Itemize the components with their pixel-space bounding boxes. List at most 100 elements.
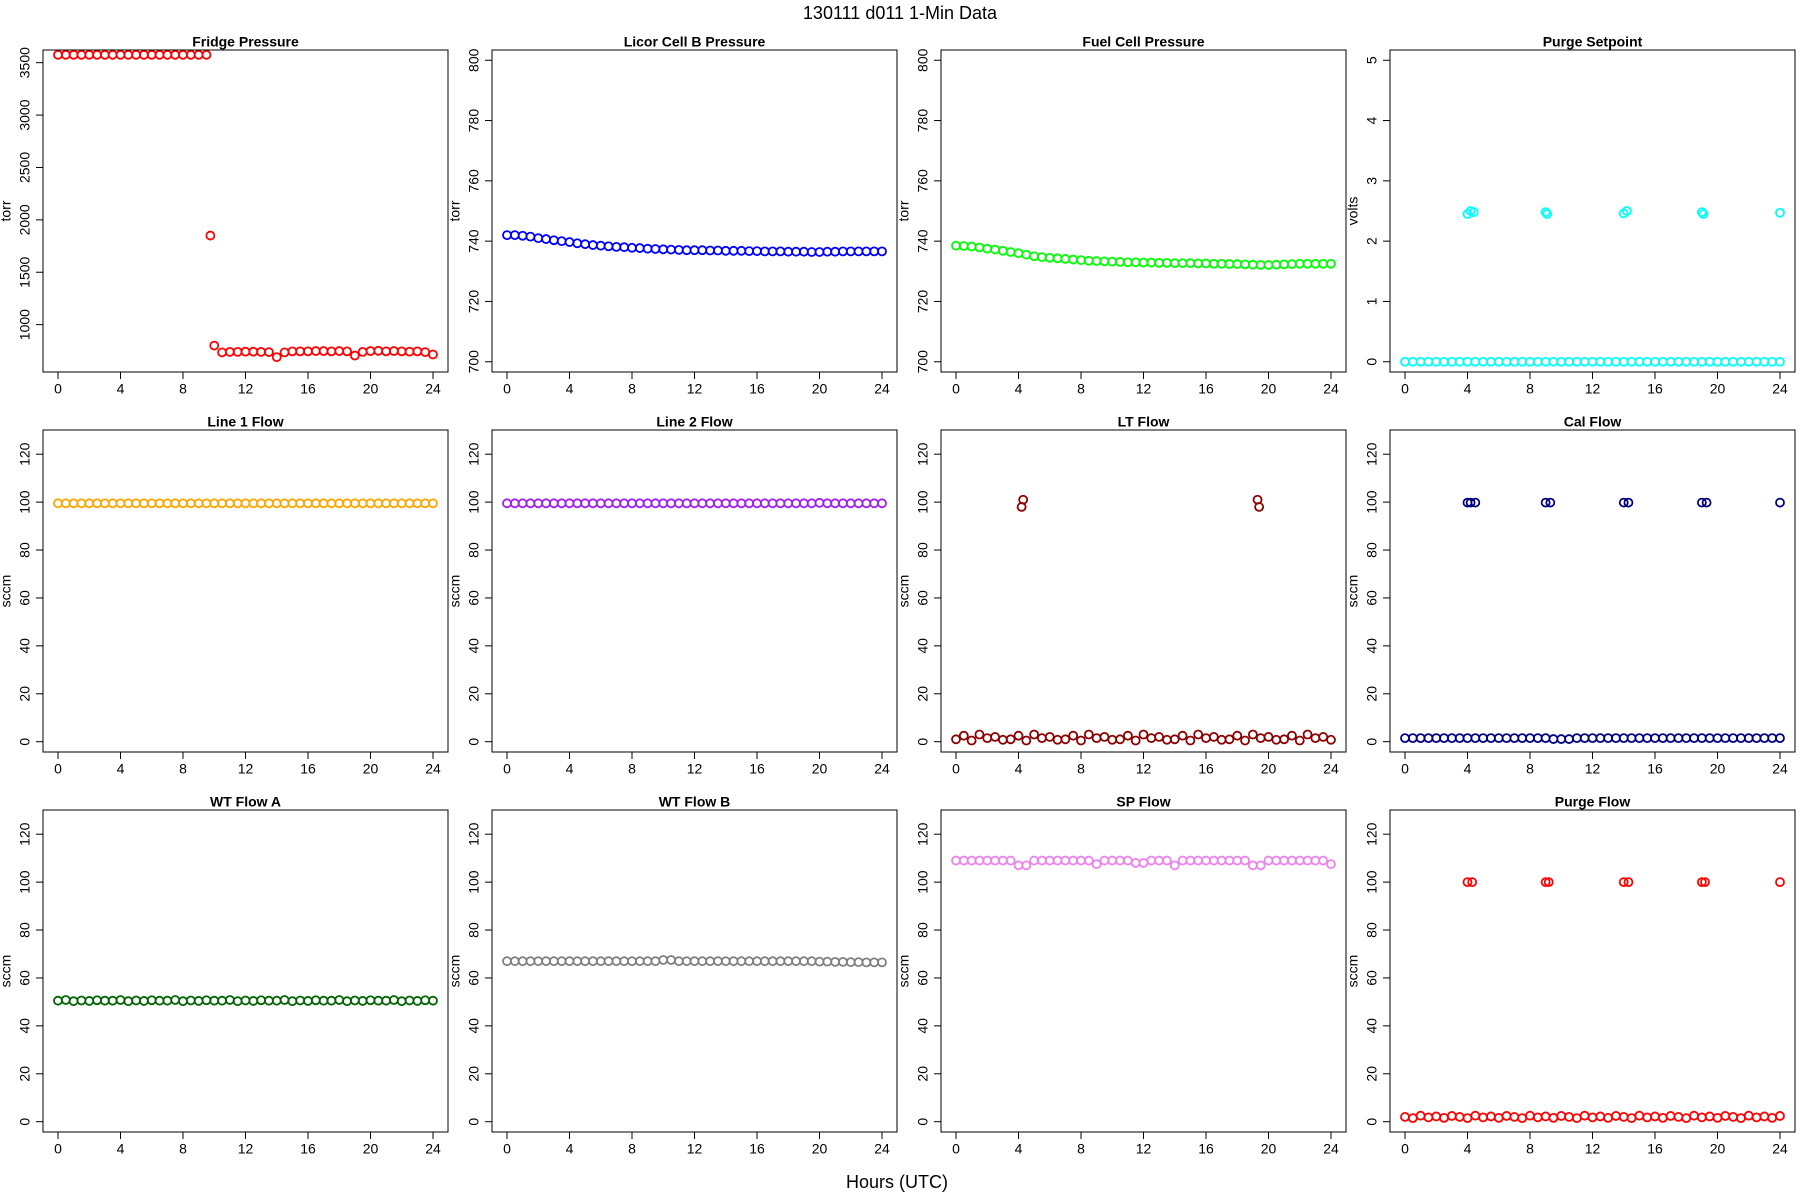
y-tick-label: 80 [17, 922, 33, 938]
point [1060, 734, 1071, 745]
plot-frame [940, 809, 1347, 1133]
point [1029, 729, 1040, 740]
x-tick-label: 4 [1015, 761, 1023, 777]
y-tick-label: 0 [1364, 1118, 1380, 1126]
y-axis-label: sccm [896, 955, 912, 988]
point [342, 346, 352, 357]
point [966, 735, 977, 746]
y-tick-label: 80 [17, 542, 33, 558]
point [1467, 877, 1478, 888]
panel-title: WT Flow A [210, 794, 281, 810]
x-tick-label: 8 [179, 381, 187, 397]
y-tick-label: 20 [466, 1066, 482, 1082]
point [1013, 730, 1024, 741]
x-tick-label: 16 [1198, 1141, 1214, 1157]
y-tick-label: 60 [466, 590, 482, 606]
x-tick-label: 0 [952, 761, 960, 777]
y-tick-label: 0 [1364, 738, 1380, 746]
y-tick-label: 80 [915, 922, 931, 938]
point [1618, 877, 1629, 888]
x-tick-label: 0 [952, 1141, 960, 1157]
point [1700, 877, 1710, 888]
plot-frame [940, 49, 1347, 373]
point [1021, 735, 1032, 746]
panel-title: SP Flow [1116, 794, 1170, 810]
x-tick-label: 8 [1077, 381, 1085, 397]
panel: Fridge Pressure torr 0 4 8 12 16 20 24 1000 1500 20… [0, 34, 449, 397]
point [1543, 877, 1554, 888]
point [877, 246, 887, 257]
plot-frame [940, 429, 1347, 753]
y-tick-label: 2 [1364, 237, 1380, 245]
point [1255, 860, 1266, 871]
x-tick-label: 8 [628, 381, 636, 397]
point [1302, 729, 1313, 740]
y-tick-label: 4 [1364, 116, 1380, 124]
panel-title: WT Flow B [659, 794, 731, 810]
plot-frame [42, 429, 449, 753]
x-tick-label: 20 [812, 381, 828, 397]
x-tick-label: 4 [1464, 761, 1472, 777]
point [428, 995, 438, 1006]
point [1623, 497, 1634, 508]
panel-title: Purge Flow [1555, 794, 1631, 810]
y-tick-label: 0 [915, 1118, 931, 1126]
x-tick-label: 0 [503, 381, 511, 397]
point [1623, 877, 1634, 888]
y-tick-label: 760 [466, 169, 482, 193]
y-tick-label: 80 [1364, 542, 1380, 558]
x-tick-label: 20 [363, 381, 379, 397]
y-tick-label: 100 [466, 870, 482, 894]
point [1018, 494, 1029, 505]
y-tick-label: 0 [17, 1118, 33, 1126]
y-tick-label: 780 [466, 109, 482, 133]
x-tick-label: 0 [1401, 381, 1409, 397]
x-tick-label: 8 [179, 761, 187, 777]
y-tick-label: 720 [466, 290, 482, 314]
x-tick-label: 16 [749, 381, 765, 397]
y-tick-label: 0 [1364, 358, 1380, 366]
panel: SP Flow sccm 0 4 8 12 16 20 24 0 20 40 60 80 100 120 [896, 794, 1347, 1157]
y-tick-label: 120 [1364, 442, 1380, 466]
y-tick-label: 60 [17, 970, 33, 986]
x-tick-label: 20 [363, 1141, 379, 1157]
point [1083, 729, 1094, 740]
y-tick-label: 760 [915, 169, 931, 193]
x-tick-label: 8 [628, 1141, 636, 1157]
x-tick-label: 24 [1323, 381, 1339, 397]
x-tick-label: 12 [238, 381, 254, 397]
y-tick-label: 60 [17, 590, 33, 606]
point [1701, 497, 1712, 508]
y-tick-label: 800 [466, 48, 482, 72]
panel: WT Flow A sccm 0 4 8 12 16 20 24 0 20 40 60 80 100 120 [0, 794, 449, 1157]
x-tick-label: 12 [1585, 381, 1601, 397]
x-tick-label: 24 [874, 761, 890, 777]
y-tick-label: 5 [1364, 56, 1380, 64]
x-tick-label: 16 [749, 1141, 765, 1157]
point [1005, 855, 1016, 866]
x-tick-label: 24 [425, 761, 441, 777]
point [1698, 209, 1709, 219]
y-tick-label: 120 [915, 822, 931, 846]
x-tick-label: 12 [1585, 761, 1601, 777]
point [1240, 855, 1250, 866]
point [1005, 734, 1016, 745]
point [1470, 497, 1481, 508]
y-tick-label: 120 [466, 822, 482, 846]
panel: Licor Cell B Pressure torr 0 4 8 12 16 20 24 700 7… [447, 34, 898, 397]
plot-frame [1389, 49, 1796, 373]
point [877, 498, 887, 509]
point [1775, 356, 1785, 367]
x-tick-label: 4 [566, 1141, 574, 1157]
x-tick-label: 8 [1526, 381, 1534, 397]
figure-title: 130111 d011 1-Min Data [803, 3, 998, 23]
x-tick-label: 16 [1647, 761, 1663, 777]
y-tick-label: 700 [466, 350, 482, 374]
point [1138, 729, 1149, 740]
x-tick-label: 8 [1526, 761, 1534, 777]
point [1465, 497, 1476, 508]
x-tick-label: 16 [1647, 381, 1663, 397]
x-tick-label: 4 [566, 761, 574, 777]
x-tick-label: 0 [54, 381, 62, 397]
